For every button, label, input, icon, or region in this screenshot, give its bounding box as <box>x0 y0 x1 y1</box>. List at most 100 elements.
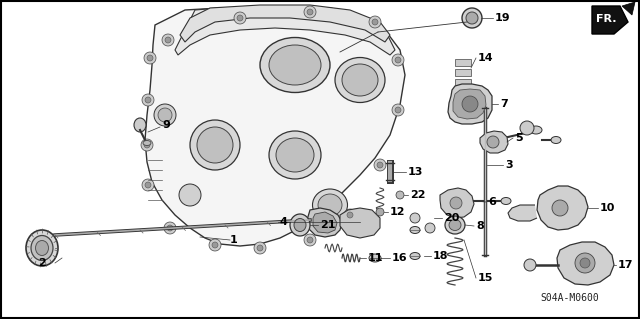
Circle shape <box>374 159 386 171</box>
Ellipse shape <box>335 57 385 102</box>
Circle shape <box>147 55 153 61</box>
Bar <box>455 69 471 76</box>
Ellipse shape <box>410 253 420 259</box>
Circle shape <box>392 104 404 116</box>
Ellipse shape <box>260 38 330 93</box>
Circle shape <box>167 225 173 231</box>
Text: 10: 10 <box>600 203 616 213</box>
Ellipse shape <box>179 184 201 206</box>
Ellipse shape <box>143 140 151 145</box>
Ellipse shape <box>530 126 542 134</box>
Ellipse shape <box>134 118 146 132</box>
Circle shape <box>145 182 151 188</box>
Ellipse shape <box>294 219 306 232</box>
Circle shape <box>466 12 478 24</box>
Circle shape <box>425 223 435 233</box>
Text: 22: 22 <box>410 190 426 200</box>
Circle shape <box>162 34 174 46</box>
Circle shape <box>164 222 176 234</box>
Ellipse shape <box>35 241 49 256</box>
Text: 13: 13 <box>408 167 424 177</box>
Polygon shape <box>622 2 635 15</box>
Text: 3: 3 <box>505 160 513 170</box>
Text: 14: 14 <box>478 53 493 63</box>
Text: 5: 5 <box>515 133 523 143</box>
Circle shape <box>304 234 316 246</box>
Ellipse shape <box>269 45 321 85</box>
Polygon shape <box>175 8 395 55</box>
Circle shape <box>392 54 404 66</box>
Ellipse shape <box>197 127 233 163</box>
Circle shape <box>141 139 153 151</box>
Text: 15: 15 <box>478 273 493 283</box>
Polygon shape <box>313 212 337 233</box>
Circle shape <box>372 19 378 25</box>
Ellipse shape <box>312 189 348 221</box>
Circle shape <box>144 52 156 64</box>
Circle shape <box>377 162 383 168</box>
Text: 21: 21 <box>320 220 335 230</box>
Ellipse shape <box>445 216 465 234</box>
Text: 6: 6 <box>488 197 496 207</box>
Polygon shape <box>557 242 614 285</box>
Ellipse shape <box>318 194 342 216</box>
Ellipse shape <box>190 120 240 170</box>
Polygon shape <box>340 208 380 238</box>
Ellipse shape <box>342 64 378 96</box>
Circle shape <box>410 213 420 223</box>
Circle shape <box>395 57 401 63</box>
Text: 16: 16 <box>392 253 408 263</box>
Ellipse shape <box>501 197 511 204</box>
Polygon shape <box>448 84 492 124</box>
Ellipse shape <box>26 230 58 266</box>
Circle shape <box>237 15 243 21</box>
Text: 11: 11 <box>368 253 383 263</box>
Ellipse shape <box>269 131 321 179</box>
Text: 17: 17 <box>618 260 634 270</box>
Text: 19: 19 <box>495 13 511 23</box>
Text: 20: 20 <box>444 213 460 223</box>
Circle shape <box>450 197 462 209</box>
Bar <box>455 59 471 66</box>
Circle shape <box>520 121 534 135</box>
Polygon shape <box>180 5 390 42</box>
Circle shape <box>165 37 171 43</box>
Text: S04A-M0600: S04A-M0600 <box>541 293 600 303</box>
Circle shape <box>145 97 151 103</box>
Circle shape <box>487 136 499 148</box>
Circle shape <box>257 245 263 251</box>
Circle shape <box>307 9 313 15</box>
Polygon shape <box>537 186 588 230</box>
Circle shape <box>212 242 218 248</box>
Text: 4: 4 <box>280 217 288 227</box>
Ellipse shape <box>449 219 461 231</box>
Text: 18: 18 <box>433 251 449 261</box>
Circle shape <box>580 258 590 268</box>
Circle shape <box>234 12 246 24</box>
Circle shape <box>575 253 595 273</box>
Circle shape <box>142 94 154 106</box>
Text: 7: 7 <box>500 99 508 109</box>
Text: 2: 2 <box>38 258 45 268</box>
Bar <box>455 79 471 86</box>
Circle shape <box>396 191 404 199</box>
Ellipse shape <box>369 254 381 262</box>
Circle shape <box>209 239 221 251</box>
Polygon shape <box>145 8 405 246</box>
Circle shape <box>395 107 401 113</box>
Circle shape <box>347 212 353 218</box>
Polygon shape <box>453 89 486 119</box>
Circle shape <box>307 237 313 243</box>
Circle shape <box>552 200 568 216</box>
Circle shape <box>462 8 482 28</box>
Circle shape <box>304 6 316 18</box>
Polygon shape <box>480 131 508 153</box>
Text: FR.: FR. <box>596 14 616 24</box>
Polygon shape <box>508 205 537 221</box>
Polygon shape <box>440 188 474 218</box>
Text: 9: 9 <box>162 120 170 130</box>
Ellipse shape <box>31 235 53 261</box>
Ellipse shape <box>276 138 314 172</box>
Text: 12: 12 <box>390 207 406 217</box>
Ellipse shape <box>551 137 561 144</box>
